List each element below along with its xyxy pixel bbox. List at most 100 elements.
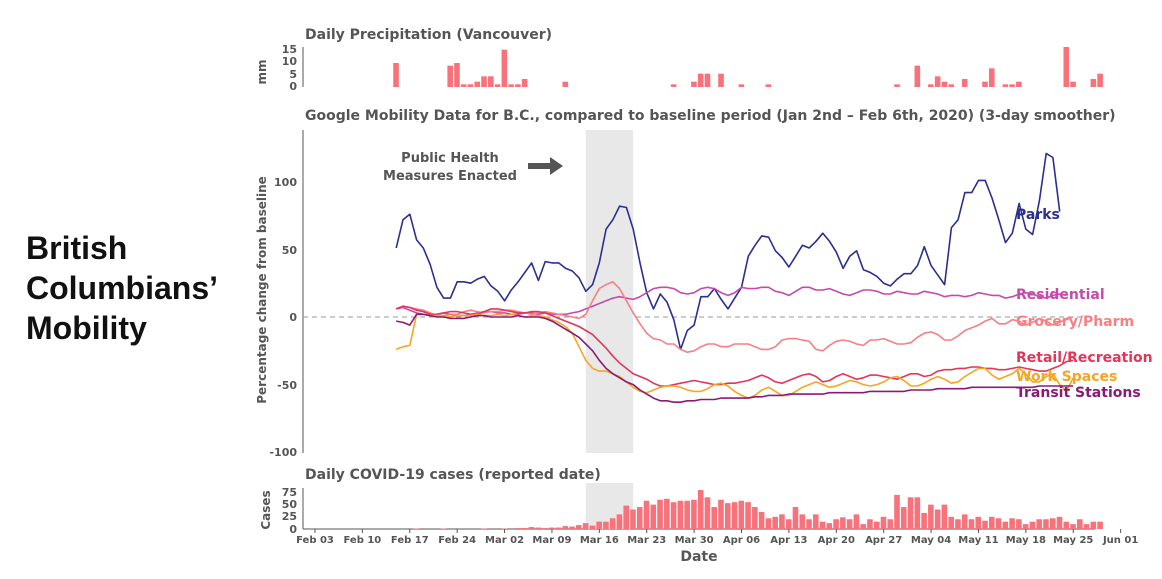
bar [853, 514, 860, 529]
bar [1063, 47, 1070, 87]
bar [887, 519, 894, 529]
series-labels: Parks Residential Grocery/Pharm Retail/Recr… [1016, 207, 1153, 401]
bar [873, 521, 880, 529]
bar [914, 65, 921, 87]
bar [1097, 73, 1103, 87]
bar [711, 507, 718, 529]
annotation-line: Measures Enacted [383, 169, 517, 184]
cases-y-ticks: 75 50 25 0 [282, 486, 298, 536]
bar [1016, 81, 1022, 87]
series-label-grocery: Grocery/Pharm [1016, 314, 1134, 330]
bar [758, 511, 765, 529]
bar [995, 518, 1002, 529]
bar [1049, 518, 1056, 529]
bar [833, 519, 839, 529]
bar [670, 84, 677, 87]
bar [785, 519, 792, 529]
bar [961, 514, 968, 529]
x-tick-label: May 18 [1006, 535, 1046, 546]
x-ticks: Feb 03 Feb 10 Feb 17 Feb 24 Mar 02 Mar 09 Mar … [296, 529, 1138, 546]
bar [955, 519, 961, 529]
bar [1070, 524, 1076, 529]
bar [704, 497, 711, 529]
mobility-lines [395, 152, 1074, 404]
bar [542, 528, 548, 529]
y-tick-label: 25 [282, 510, 297, 523]
bar [1090, 521, 1097, 529]
mobility-chart-title: Google Mobility Data for B.C., compared … [305, 108, 1116, 124]
x-tick-label: May 11 [958, 535, 998, 546]
bar [914, 497, 921, 529]
x-tick-label: Mar 02 [485, 535, 524, 546]
x-tick-label: Apr 27 [865, 535, 902, 546]
bar [623, 505, 630, 529]
bar [731, 502, 738, 529]
bar [488, 76, 494, 87]
x-tick-label: Mar 23 [627, 535, 666, 546]
bar [562, 526, 569, 529]
bar [745, 502, 751, 529]
y-tick-label: 0 [289, 80, 297, 93]
measures-shaded-region [585, 130, 634, 453]
series-label-retail: Retail/Recreation [1016, 350, 1153, 366]
bar [1056, 516, 1063, 529]
bar [691, 499, 697, 529]
bar [1063, 521, 1070, 529]
bar [921, 512, 927, 529]
bar [650, 504, 657, 529]
bar [928, 84, 934, 87]
bar [528, 527, 535, 529]
bar [603, 521, 609, 529]
series-line-parks [395, 152, 1061, 351]
bar [684, 500, 690, 529]
bar [989, 68, 995, 87]
bar [826, 523, 833, 529]
mobility-y-ticks: 100 50 0 -50 -100 [269, 176, 297, 459]
bar [636, 507, 643, 529]
y-tick-label: 75 [282, 486, 297, 499]
bar [657, 499, 663, 529]
bar [1036, 519, 1042, 529]
bar [677, 500, 684, 529]
series-line-grocery [395, 280, 1074, 354]
y-tick-label: 50 [282, 498, 298, 511]
bar [819, 521, 826, 529]
x-tick-label: Feb 03 [296, 535, 334, 546]
y-tick-label: 0 [289, 523, 297, 536]
y-tick-label: -100 [269, 446, 297, 459]
bar [691, 81, 697, 87]
y-tick-label: 5 [289, 68, 297, 81]
bar [718, 499, 724, 529]
series-label-transit: Transit Stations [1016, 385, 1141, 401]
y-tick-label: 10 [282, 55, 298, 68]
bar [860, 524, 866, 529]
bar [1097, 521, 1103, 529]
bar [880, 516, 887, 529]
bar [501, 49, 508, 87]
bar [521, 79, 528, 87]
bar [447, 65, 453, 87]
bar [941, 504, 948, 529]
bar [738, 500, 745, 529]
series-label-parks: Parks [1016, 207, 1060, 223]
bar [609, 518, 616, 529]
bar [846, 519, 853, 529]
bar [934, 509, 941, 529]
series-line-work [395, 313, 1074, 399]
arrow-right-icon [528, 157, 563, 175]
bar [928, 504, 934, 529]
bar [941, 81, 948, 87]
bar [582, 523, 589, 529]
series-label-residential: Residential [1016, 287, 1105, 303]
page-title-line: Columbians’ [26, 270, 219, 306]
bar [515, 528, 521, 529]
bar [643, 500, 650, 529]
x-tick-label: May 04 [911, 535, 951, 546]
bar [934, 76, 941, 87]
bar [867, 519, 873, 529]
page-title: British Columbians’ Mobility [26, 228, 266, 348]
bar [494, 84, 501, 87]
bar [894, 494, 900, 529]
bar [697, 490, 704, 529]
bar [982, 520, 988, 529]
